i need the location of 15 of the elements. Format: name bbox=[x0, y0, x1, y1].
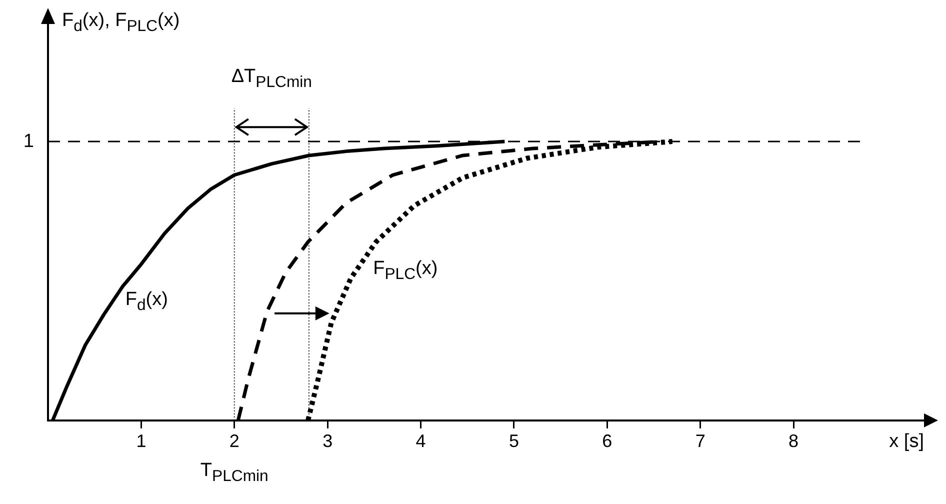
x-tick-label: 4 bbox=[416, 431, 426, 452]
ref-line-label: T$_{PLCmin}$ bbox=[200, 460, 268, 488]
series-label: F$_{PLC}$(x) bbox=[373, 258, 438, 285]
x-tick-label: 2 bbox=[229, 431, 240, 452]
x-tick-label: 1 bbox=[136, 431, 146, 452]
ref-line-label: 1 bbox=[23, 130, 34, 153]
x-tick-label: 5 bbox=[508, 431, 519, 452]
x-tick-label: 6 bbox=[602, 431, 612, 452]
x-tick-label: 8 bbox=[788, 431, 799, 452]
x-axis-title: x [s] bbox=[889, 431, 924, 454]
text: ΔT$_{PLCmin}$ bbox=[231, 66, 312, 94]
x-tick-label: 7 bbox=[695, 431, 706, 452]
series-label: F$_{d}$(x) bbox=[125, 289, 168, 316]
text: F$_{d}$(x), F$_{PLC}$(x) bbox=[62, 10, 180, 37]
x-tick-label: 3 bbox=[322, 431, 333, 452]
